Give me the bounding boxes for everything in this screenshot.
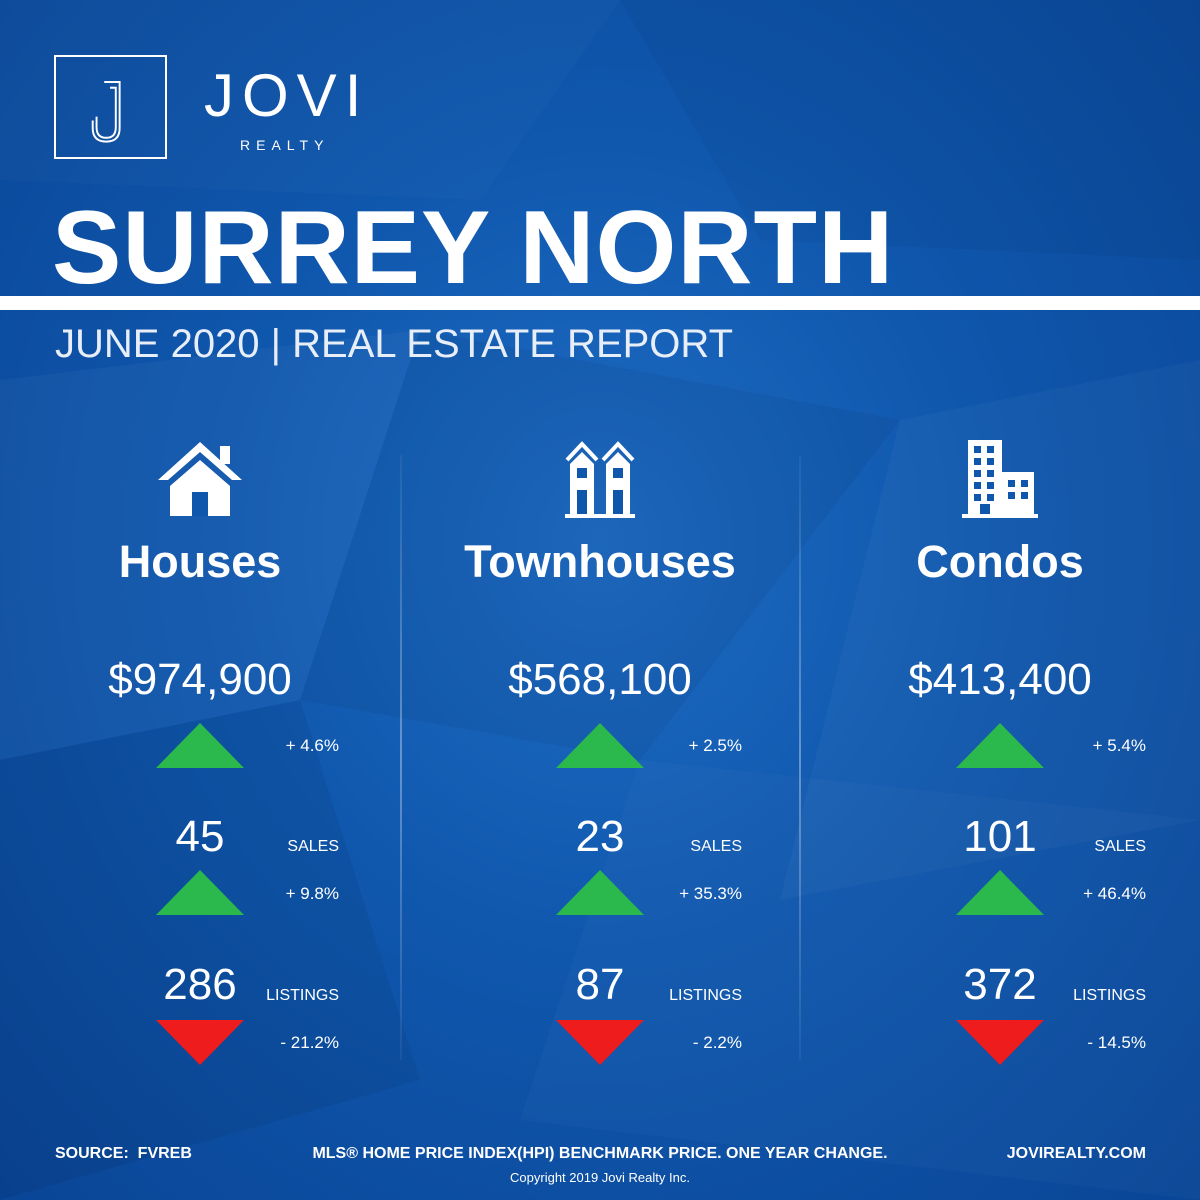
sales-label: SALES xyxy=(690,838,742,855)
price-change: + 5.4% xyxy=(1092,736,1146,755)
sales-change: + 35.3% xyxy=(679,884,742,903)
sales-label: SALES xyxy=(287,838,339,855)
benchmark-price: $413,400 xyxy=(908,655,1092,704)
logo-box xyxy=(54,55,167,159)
down-arrow-icon xyxy=(956,1020,1044,1065)
copyright: Copyright 2019 Jovi Realty Inc. xyxy=(510,1170,690,1185)
listings-change: - 2.2% xyxy=(692,1033,742,1052)
sales-change: + 46.4% xyxy=(1083,884,1146,903)
listings-change: - 14.5% xyxy=(1087,1033,1146,1052)
website-link[interactable]: JOVIREALTY.COM xyxy=(1006,1145,1146,1162)
column-title: Townhouses xyxy=(464,536,736,587)
down-arrow-icon xyxy=(156,1020,244,1065)
sales-count: 101 xyxy=(963,812,1037,861)
listings-count: 372 xyxy=(963,960,1037,1009)
up-arrow-icon xyxy=(556,723,644,768)
column-condos: Condos $413,400 + 5.4% 101 SALES + 46.4%… xyxy=(800,430,1200,1070)
column-townhouses: Townhouses $568,100 + 2.5% 23 SALES + 35… xyxy=(400,430,800,1070)
up-arrow-icon xyxy=(156,723,244,768)
title-underline xyxy=(0,296,1200,310)
price-change: + 4.6% xyxy=(285,736,339,755)
down-arrow-icon xyxy=(556,1020,644,1065)
column-houses: Houses $974,900 + 4.6% 45 SALES + 9.8% 2… xyxy=(0,430,400,1070)
brand-name: JOVI xyxy=(204,62,370,129)
column-title: Houses xyxy=(118,536,282,587)
column-divider xyxy=(799,455,801,1060)
up-arrow-icon xyxy=(956,723,1044,768)
report-title: SURREY NORTH xyxy=(52,190,895,306)
sales-count: 45 xyxy=(175,812,225,861)
house-icon xyxy=(158,442,242,516)
condo-building-icon xyxy=(962,440,1038,518)
footer-source: SOURCE: FVREB xyxy=(55,1145,192,1162)
report-subtitle: JUNE 2020 | REAL ESTATE REPORT xyxy=(55,322,734,366)
column-title: Condos xyxy=(916,536,1084,587)
listings-label: LISTINGS xyxy=(669,987,742,1004)
sales-label: SALES xyxy=(1094,838,1146,855)
benchmark-price: $568,100 xyxy=(508,655,692,704)
sales-change: + 9.8% xyxy=(285,884,339,903)
footer-note: MLS® HOME PRICE INDEX(HPI) BENCHMARK PRI… xyxy=(312,1145,888,1162)
up-arrow-icon xyxy=(956,870,1044,915)
listings-count: 286 xyxy=(163,960,237,1009)
brand-subname: REALTY xyxy=(240,137,330,153)
j-monogram-icon xyxy=(91,81,121,143)
townhouse-icon xyxy=(565,441,635,518)
listings-count: 87 xyxy=(575,960,625,1009)
listings-label: LISTINGS xyxy=(266,987,339,1004)
up-arrow-icon xyxy=(156,870,244,915)
sales-count: 23 xyxy=(575,812,625,861)
price-change: + 2.5% xyxy=(688,736,742,755)
column-divider xyxy=(400,455,402,1060)
benchmark-price: $974,900 xyxy=(108,655,292,704)
listings-change: - 21.2% xyxy=(280,1033,339,1052)
up-arrow-icon xyxy=(556,870,644,915)
listings-label: LISTINGS xyxy=(1073,987,1146,1004)
